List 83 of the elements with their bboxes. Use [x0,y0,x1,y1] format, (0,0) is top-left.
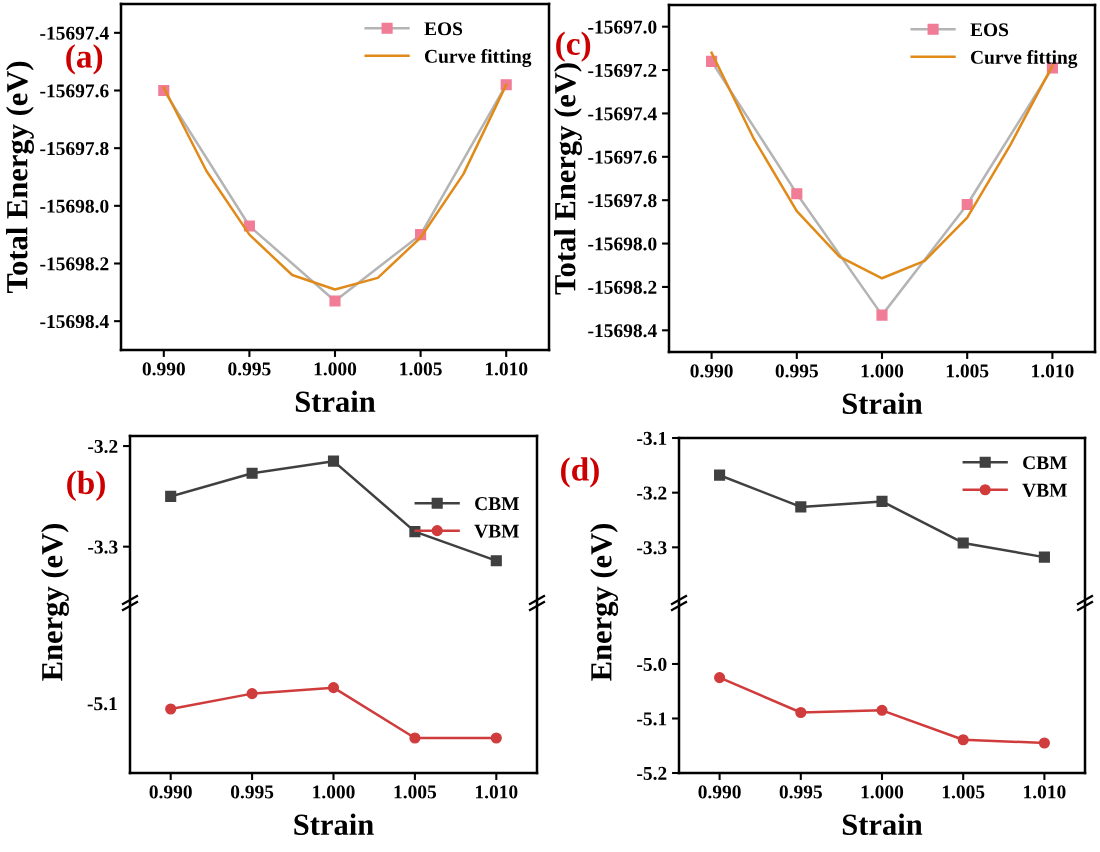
point [1038,551,1050,563]
x-tick-label: 0.995 [775,364,818,378]
x-tick-label: 0.990 [149,785,192,799]
y-tick-label: -15697.6 [40,84,109,98]
point [490,732,502,744]
x-tick-label: 0.995 [228,362,271,376]
y-tick-label: -15698.2 [40,257,109,271]
y-tick-label: -15697.8 [588,194,657,208]
legend-label: CBM [1023,456,1067,470]
point [876,704,888,716]
x-tick-label: 1.000 [861,364,904,378]
x-tick-label: 0.990 [690,364,733,378]
legend-label: VBM [474,524,519,538]
legend-label: EOS [424,22,463,36]
legend-label: EOS [970,23,1009,37]
y-tick-label: -3.1 [637,431,667,446]
x-axis-title: Strain [842,813,923,836]
y-tick-label: -15698.2 [588,280,657,294]
x-tick-label: 1.010 [1024,785,1066,799]
x-axis-title: Strain [295,390,376,413]
y-tick-label: -15698.0 [588,237,657,251]
point [714,469,726,481]
x-tick-label: 1.010 [1032,364,1074,378]
point [246,467,258,479]
point [957,734,969,746]
y-tick-label: -15697.4 [40,26,109,40]
y-axis-title: Total Energy (eV) [554,63,582,295]
text: (b) [67,470,105,501]
point [165,490,177,502]
y-tick-label: -15698.0 [40,199,109,213]
point [165,703,177,715]
point [714,672,726,684]
y-axis-title: Energy (eV) [41,524,69,681]
x-tick-label: 0.995 [230,785,274,799]
y-axis-title: Total Energy (eV) [6,61,34,294]
x-tick-label: 1.005 [400,362,442,376]
y-tick-label: -3.2 [88,439,118,454]
y-tick-label: -15697.8 [40,141,109,156]
point [791,188,803,200]
x-axis-title: Strain [842,392,923,415]
legend-label: VBM [1022,483,1067,497]
point [409,732,421,744]
point [327,682,340,694]
x-tick-label: 1.010 [475,785,518,799]
x-tick-label: 1.000 [314,362,357,376]
y-tick-label: -15697.4 [588,107,657,121]
legend-label: Curve fitting [424,48,532,67]
x-tick-label: 1.005 [946,364,989,378]
point [1038,737,1050,749]
point [329,295,341,307]
point [327,455,340,467]
point [876,495,888,507]
x-tick-label: 1.010 [485,362,528,376]
point [795,501,807,513]
y-tick-label: -3.3 [637,541,667,555]
point [961,198,973,211]
y-tick-label: -5.1 [637,712,667,726]
x-tick-label: 0.995 [779,785,822,799]
y-tick-label: -5.0 [637,657,667,671]
point [876,309,888,321]
y-tick-label: -15698.4 [40,314,109,329]
y-axis-title: Energy (eV) [590,524,619,681]
x-tick-label: 1.000 [313,785,355,799]
point [490,555,502,567]
point [246,688,258,700]
text: (d) [561,457,599,488]
legend-label: CBM [475,497,519,511]
x-tick-label: 1.000 [861,785,904,799]
legend-label: Curve fitting [970,49,1078,68]
y-tick-label: -15698.4 [588,324,657,338]
x-axis-title: Strain [294,813,374,836]
y-tick-label: -15697.2 [588,63,657,78]
y-tick-label: -3.2 [637,486,667,500]
x-tick-label: 0.990 [142,362,185,376]
x-tick-label: 0.990 [698,785,741,799]
y-tick-label: -15697.6 [588,150,657,164]
text: (a) [66,44,103,75]
point [795,706,807,719]
point [957,537,969,549]
y-tick-label: -5.2 [637,766,667,781]
y-tick-label: -3.3 [88,540,118,554]
x-tick-label: 1.005 [394,785,437,799]
x-tick-label: 1.005 [942,785,985,799]
